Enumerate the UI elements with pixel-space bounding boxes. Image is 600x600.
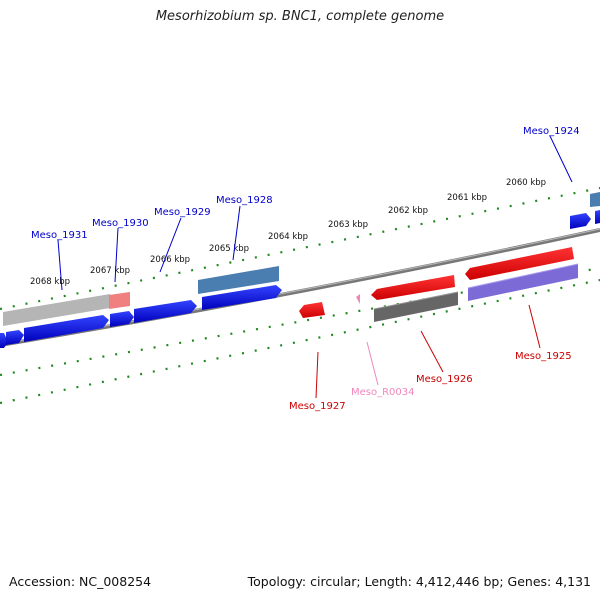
gene-label-meso-1926[interactable]: Meso_1926: [416, 374, 473, 385]
map-title: Mesorhizobium sp. BNC1, complete genome: [155, 9, 445, 24]
leader-meso-1930: [114, 227, 119, 283]
scale-label-2062: 2062 kbp: [388, 206, 428, 216]
gene-block-meso-1930-upper[interactable]: [109, 292, 130, 309]
leader-meso-1927: [315, 351, 319, 399]
leader-meso-1925: [528, 304, 541, 349]
gene-arrow-forward-right[interactable]: [595, 210, 600, 224]
gene-arrow-meso-1925[interactable]: [465, 247, 574, 280]
leader-meso-1924: [549, 135, 573, 183]
gene-arrow-meso-1928[interactable]: [202, 285, 282, 310]
leader-meso-1929: [159, 217, 182, 273]
gene-block-meso-1931-upper[interactable]: [3, 294, 110, 326]
gene-label-meso-r0034[interactable]: Meso_R0034: [351, 387, 415, 398]
leader-meso-1928: [232, 205, 241, 261]
scale-label-2068: 2068 kbp: [30, 277, 70, 287]
gene-block-meso-1928-upper[interactable]: [198, 266, 279, 294]
scale-label-2067: 2067 kbp: [90, 266, 130, 276]
block-edge-1925: [467, 263, 579, 289]
block-edge-1926: [373, 291, 459, 310]
rna-arrow-meso-r0034[interactable]: [356, 294, 360, 304]
gene-label-meso-1925[interactable]: Meso_1925: [515, 351, 572, 362]
leader-meso-1931: [57, 239, 63, 291]
gene-label-meso-1931[interactable]: Meso_1931: [31, 230, 88, 241]
gene-block-meso-1924-upper[interactable]: [590, 192, 600, 207]
scale-label-2064: 2064 kbp: [268, 232, 308, 242]
gene-arrow-meso-1924[interactable]: [570, 213, 591, 229]
leader-meso-1926: [420, 330, 444, 373]
genome-stats-text: Topology: circular; Length: 4,412,446 bp…: [247, 574, 591, 589]
gene-arrow-meso-1927[interactable]: [299, 302, 325, 318]
accession-text: Accession: NC_008254: [9, 574, 152, 589]
gene-arrow-meso-1926[interactable]: [371, 275, 455, 300]
gene-label-meso-1924[interactable]: Meso_1924: [523, 126, 580, 137]
gene-label-meso-1930[interactable]: Meso_1930: [92, 218, 149, 229]
scale-label-2063: 2063 kbp: [328, 220, 368, 230]
scale-label-2066: 2066 kbp: [150, 255, 190, 265]
gene-block-meso-1926-lower[interactable]: [374, 292, 458, 322]
gene-arrow-meso-1931[interactable]: [24, 315, 109, 342]
gene-arrow-forward-1[interactable]: [6, 330, 24, 345]
gene-arrow-meso-1929[interactable]: [134, 300, 197, 323]
scale-label-2060: 2060 kbp: [506, 178, 546, 188]
gene-block-meso-1925-lower[interactable]: [468, 264, 578, 301]
scale-label-2061: 2061 kbp: [447, 193, 487, 203]
gene-arrow-meso-1930[interactable]: [110, 311, 134, 327]
leader-meso-r0034: [366, 341, 379, 386]
scale-label-2065: 2065 kbp: [209, 244, 249, 254]
gene-label-meso-1927[interactable]: Meso_1927: [289, 401, 346, 412]
gene-label-meso-1929[interactable]: Meso_1929: [154, 207, 211, 218]
gene-label-meso-1928[interactable]: Meso_1928: [216, 195, 273, 206]
